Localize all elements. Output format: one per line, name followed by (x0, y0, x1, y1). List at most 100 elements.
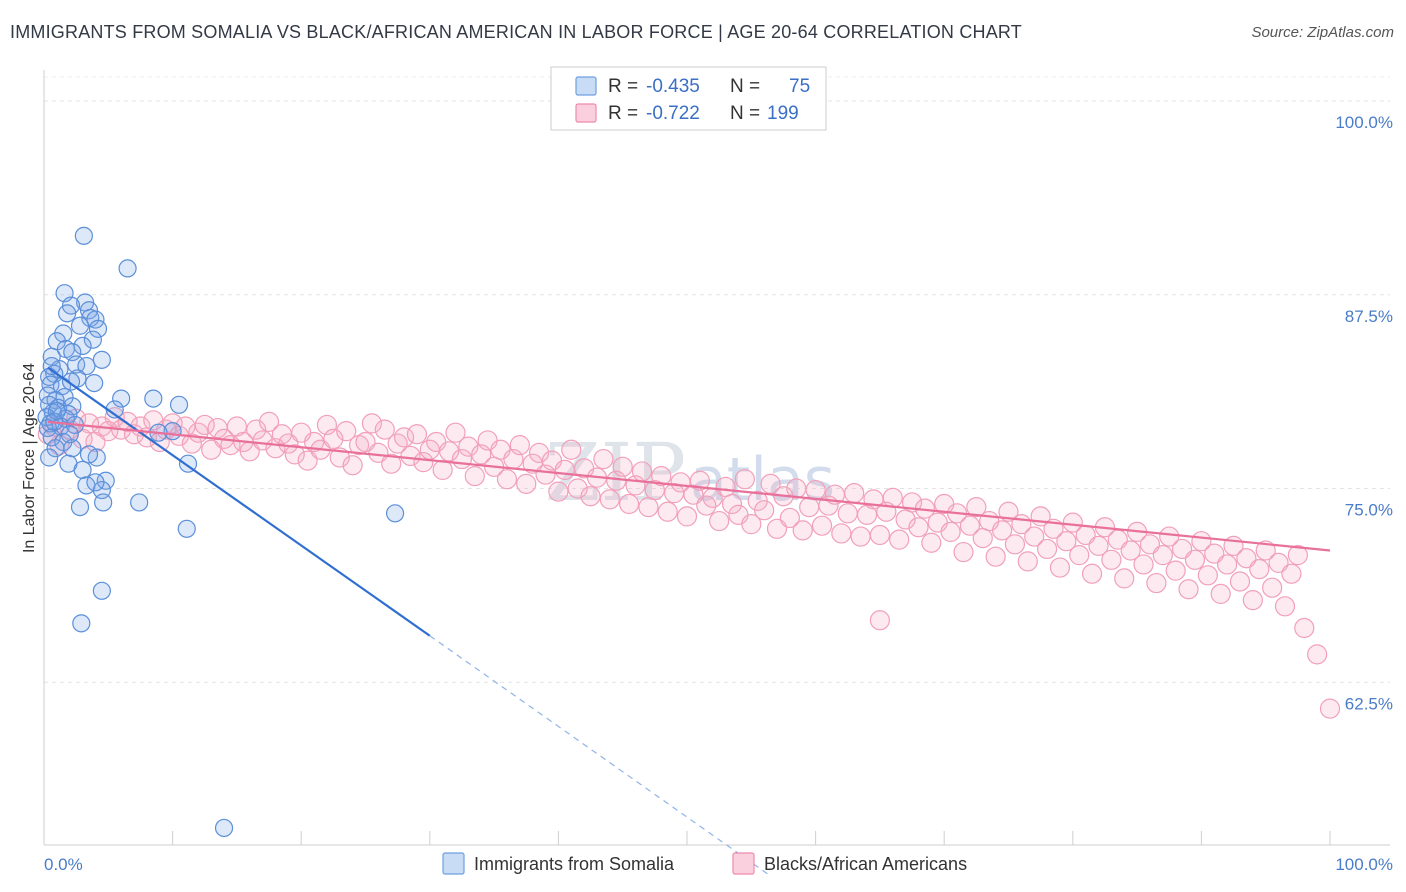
blacks-point-25 (201, 439, 222, 460)
blacks-point-111 (754, 500, 775, 521)
blacks-point-123 (831, 523, 852, 544)
blacks-point-158 (1056, 531, 1077, 552)
axes (43, 70, 1390, 846)
blacks-point-38 (284, 444, 305, 465)
y-tick-label-1: 75.0% (1345, 501, 1393, 520)
blacks-point-106 (721, 493, 743, 515)
somalia-point-64 (92, 581, 111, 600)
blacks-point-178 (1184, 549, 1206, 570)
blacks-point-160 (1069, 545, 1090, 566)
legend: R = -0.435 N = 75 R = -0.722 N = 199 (550, 66, 827, 131)
blacks-point-117 (792, 520, 813, 541)
blacks-point-183 (1217, 554, 1238, 575)
blacks-point-34 (258, 411, 280, 432)
somalia-point-36 (169, 395, 189, 414)
blacks-point-119 (805, 479, 826, 501)
blacks-point-189 (1255, 540, 1276, 561)
blacks-point-96 (657, 501, 678, 522)
blacks-point-90 (619, 493, 640, 515)
somalia-point-12 (83, 330, 102, 349)
blacks-point-185 (1229, 571, 1251, 592)
blacks-point-66 (464, 466, 485, 487)
blacks-point-101 (689, 470, 710, 491)
blacks-point-171 (1139, 534, 1161, 555)
somalia-point-65 (72, 614, 91, 633)
blacks-point-148 (991, 520, 1013, 541)
somalia-trend-extension (429, 635, 771, 877)
x-tick-label-0: 0.0% (44, 855, 83, 874)
blacks-point-99 (676, 506, 698, 527)
y-tick-labels: 62.5% 75.0% 87.5% 100.0% (1335, 113, 1393, 713)
bottom-legend-blacks: Blacks/African Americans (764, 854, 967, 874)
blacks-point-188 (1249, 558, 1270, 580)
blacks-point-115 (779, 507, 800, 529)
x-tick-labels: 0.0% 100.0% (44, 855, 1393, 874)
blacks-point-167 (1114, 568, 1135, 589)
blacks-point-165 (1101, 549, 1122, 570)
blacks-point-32 (246, 419, 267, 440)
blacks-point-116 (786, 478, 807, 499)
bottom-legend-somalia: Immigrants from Somalia (474, 854, 675, 874)
blacks-point-145 (972, 527, 993, 549)
blacks-point-53 (381, 453, 402, 474)
blacks-point-198 (869, 610, 891, 631)
bottom-legend-swatch-somalia (442, 852, 465, 875)
blacks-point-149 (998, 501, 1019, 522)
somalia-point-59 (130, 493, 149, 512)
blacks-point-177 (1178, 579, 1199, 600)
blacks-point-89 (612, 456, 633, 477)
blacks-point-129 (869, 524, 891, 546)
blacks-point-131 (882, 487, 903, 508)
somalia-point-20 (77, 356, 96, 376)
legend-n-value-2: 199 (767, 103, 799, 124)
blacks-point-175 (1165, 560, 1186, 581)
blacks-point-191 (1268, 552, 1289, 574)
somalia-point-71 (86, 473, 105, 492)
blacks-point-135 (908, 517, 929, 538)
blacks-point-55 (393, 427, 415, 448)
y-tick-label-2: 87.5% (1345, 307, 1393, 326)
blacks-point-142 (953, 541, 974, 563)
somalia-point-5 (79, 301, 99, 320)
blacks-point-29 (226, 416, 247, 437)
blacks-point-168 (1120, 540, 1141, 561)
somalia-point-34 (112, 389, 131, 408)
blacks-point-86 (593, 448, 614, 470)
blacks-point-7 (85, 431, 106, 453)
somalia-point-52 (79, 445, 99, 464)
legend-n-label-1: N = (730, 76, 760, 97)
blacks-point-40 (297, 450, 318, 471)
blacks-point-170 (1133, 554, 1154, 575)
blacks-point-80 (554, 459, 575, 480)
blacks-point-181 (1204, 543, 1225, 564)
blacks-point-58 (413, 452, 434, 473)
blacks-point-152 (1017, 551, 1038, 572)
blacks-point-118 (799, 497, 820, 518)
blacks-point-63 (445, 422, 466, 443)
somalia-point-6 (58, 304, 77, 323)
somalia-point-63 (385, 504, 405, 523)
bottom-legend: Immigrants from Somalia Blacks/African A… (442, 852, 967, 875)
blacks-point-19 (162, 413, 183, 434)
blacks-point-73 (509, 435, 530, 456)
legend-box (550, 66, 827, 131)
y-tick-label-0: 62.5% (1345, 694, 1393, 713)
blacks-point-157 (1049, 557, 1071, 578)
blacks-point-174 (1159, 526, 1180, 547)
blacks-point-109 (741, 514, 762, 535)
blacks-point-24 (194, 414, 215, 436)
blacks-point-37 (278, 433, 299, 454)
source-label: Source: ZipAtlas.com (1251, 24, 1394, 41)
somalia-point-15 (73, 336, 92, 355)
somalia-point-35 (144, 389, 163, 408)
somalia-point-61 (177, 519, 196, 538)
blacks-point-159 (1062, 512, 1083, 533)
series-blacks-points (37, 407, 1341, 719)
blacks-point-197 (1319, 698, 1341, 719)
blacks-point-196 (1307, 644, 1328, 665)
blacks-point-190 (1262, 577, 1283, 598)
blacks-point-108 (734, 469, 755, 490)
blacks-point-49 (355, 431, 376, 453)
blacks-point-113 (766, 518, 788, 539)
